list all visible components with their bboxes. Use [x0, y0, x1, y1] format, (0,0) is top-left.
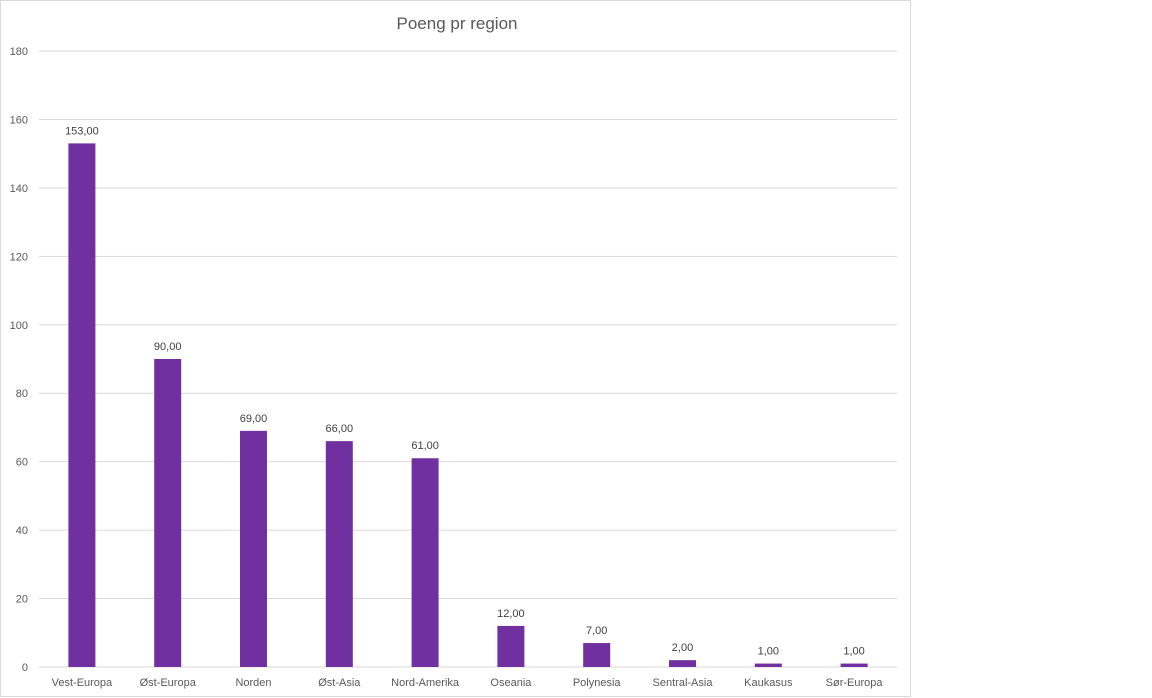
bar	[411, 458, 439, 667]
bar	[154, 359, 182, 667]
x-tick-label: Øst-Europa	[140, 677, 197, 689]
y-tick-label: 120	[10, 251, 28, 263]
data-label: 1,00	[843, 646, 864, 658]
y-tick-label: 0	[22, 662, 28, 674]
x-tick-label: Polynesia	[573, 677, 622, 689]
y-tick-label: 100	[10, 320, 28, 332]
bar	[497, 625, 525, 667]
x-tick-label: Vest-Europa	[52, 677, 113, 689]
data-label: 90,00	[154, 341, 182, 353]
y-tick-label: 20	[16, 594, 28, 606]
data-label: 12,00	[497, 608, 525, 620]
bar	[68, 143, 96, 667]
bar	[583, 643, 611, 667]
bar	[240, 430, 267, 667]
y-tick-label: 140	[10, 183, 28, 195]
bar	[669, 660, 696, 667]
chart-title: Poeng pr region	[397, 14, 518, 33]
x-tick-label: Sentral-Asia	[653, 677, 714, 689]
data-label: 69,00	[240, 413, 268, 425]
y-tick-label: 40	[16, 525, 28, 537]
data-label: 7,00	[586, 625, 607, 637]
x-tick-label: Øst-Asia	[318, 677, 361, 689]
x-tick-label: Kaukasus	[744, 677, 793, 689]
data-labels: 153,00 90,00 69,00 66,00 61,00 12,00 7,00 2,00 1…	[65, 125, 865, 657]
bar-chart: Poeng pr region 0 20 40 60 80 100 120 140 160 180…	[10, 14, 897, 689]
data-label: 66,00	[326, 423, 354, 435]
data-label: 2,00	[672, 642, 693, 654]
bar	[325, 441, 353, 667]
y-axis-ticks: 0 20 40 60 80 100 120 140 160 180	[10, 46, 28, 674]
y-tick-label: 160	[10, 114, 28, 126]
x-tick-label: Norden	[235, 677, 271, 689]
y-tick-label: 80	[16, 388, 28, 400]
gridlines	[39, 50, 897, 668]
x-axis-labels: Vest-Europa Øst-Europa Norden Øst-Asia Nord-…	[52, 677, 884, 689]
bar	[840, 663, 868, 667]
x-tick-label: Nord-Amerika	[391, 677, 460, 689]
data-label: 61,00	[411, 440, 439, 452]
y-tick-label: 180	[10, 46, 28, 58]
data-label: 1,00	[758, 646, 779, 658]
x-tick-label: Oseania	[490, 677, 532, 689]
bar	[754, 663, 782, 667]
bars	[68, 143, 868, 667]
chart-area: Poeng pr region 0 20 40 60 80 100 120 140 160 180…	[0, 0, 911, 697]
data-label: 153,00	[65, 125, 99, 137]
y-tick-label: 60	[16, 457, 28, 469]
x-tick-label: Sør-Europa	[826, 677, 884, 689]
